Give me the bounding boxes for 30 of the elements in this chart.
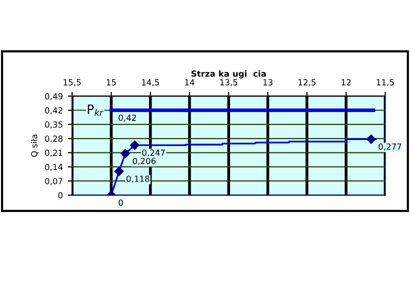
y-tick-label: 0,21 — [45, 150, 62, 157]
x-tick-label: 13,5 — [220, 79, 238, 86]
data-label: 0,206 — [132, 158, 156, 165]
y-tick-label: 0,35 — [45, 121, 62, 129]
x-tick-label: 15 — [106, 79, 116, 86]
x-tick-label: 14,5 — [142, 79, 159, 86]
y-tick-label: 0,14 — [45, 164, 63, 171]
x-tick-label: 15,5 — [64, 79, 81, 86]
data-label: 0 — [118, 199, 123, 206]
data-label: 0,42 — [118, 114, 136, 122]
point — [366, 134, 376, 144]
y-tick-label: 0,07 — [45, 178, 62, 186]
y-tick-label: 0,49 — [45, 93, 62, 100]
y-tick-label: 0,42 — [45, 107, 62, 114]
x-tick-label: 12,5 — [298, 79, 316, 86]
x-tick-label: 11,5 — [376, 79, 394, 86]
series-label: P$_{kr}$ — [88, 104, 104, 116]
data-label: 0,118 — [126, 176, 150, 183]
chart-title: Strza ka ugi cia — [192, 70, 266, 78]
y-tick-label: 0 — [58, 192, 63, 198]
data-label: 0,277 — [378, 143, 402, 151]
y-tick-label: 0,28 — [45, 136, 62, 143]
x-tick-label: 12 — [342, 79, 351, 86]
data-label: 0,247 — [142, 150, 165, 157]
y-axis-title: Q siła — [30, 134, 38, 157]
point — [120, 148, 130, 158]
point — [130, 140, 140, 150]
x-tick-label: 13 — [263, 79, 272, 86]
point — [114, 166, 124, 176]
x-tick-label: 14 — [185, 79, 194, 86]
